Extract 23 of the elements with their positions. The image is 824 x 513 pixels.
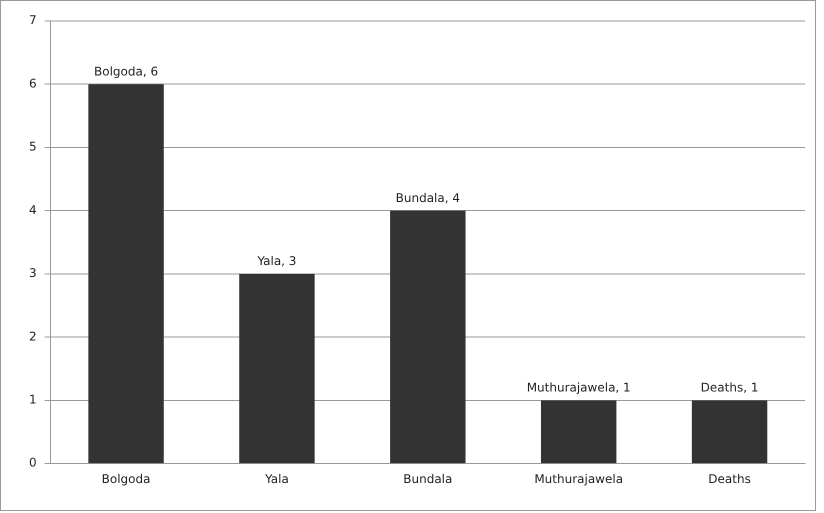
x-tick-label: Bolgoda xyxy=(102,472,150,486)
data-label: Muthurajawela, 1 xyxy=(526,380,631,394)
bar xyxy=(692,400,768,464)
y-tick-label: 1 xyxy=(28,392,37,406)
y-tick-label: 5 xyxy=(28,140,37,154)
bar xyxy=(390,210,466,464)
x-tick-label: Yala xyxy=(264,472,289,486)
bar xyxy=(239,274,315,464)
data-label: Bundala, 4 xyxy=(396,190,460,205)
y-tick-label: 6 xyxy=(28,76,37,90)
x-tick-label: Bundala xyxy=(403,472,452,486)
data-label: Yala, 3 xyxy=(256,254,296,268)
y-tick-label: 0 xyxy=(28,456,37,470)
y-tick-label: 2 xyxy=(28,329,37,344)
bar xyxy=(88,84,164,464)
x-tick-label: Deaths xyxy=(708,472,751,486)
x-tick-label: Muthurajawela xyxy=(534,472,624,486)
y-tick-label: 3 xyxy=(28,266,37,280)
data-label: Deaths, 1 xyxy=(700,380,758,394)
y-tick-label: 4 xyxy=(28,202,37,217)
bar xyxy=(540,400,616,464)
data-label: Bolgoda, 6 xyxy=(94,64,158,78)
y-tick-label: 7 xyxy=(28,13,37,28)
